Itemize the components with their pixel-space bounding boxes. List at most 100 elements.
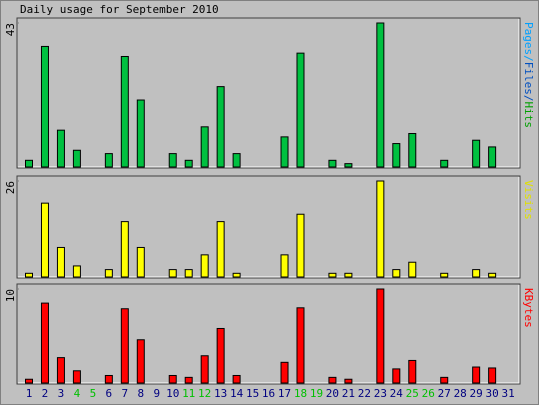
bar	[232, 374, 241, 384]
bar	[440, 376, 449, 384]
label-part: KBytes	[522, 288, 535, 328]
x-tick-label: 8	[137, 387, 144, 400]
bar	[200, 355, 209, 384]
bar	[136, 339, 145, 384]
bar	[120, 221, 129, 278]
bar	[328, 272, 337, 278]
panel-label: Visits	[522, 180, 535, 220]
bar	[200, 254, 209, 278]
panel	[16, 17, 521, 169]
x-tick-label: 1	[26, 387, 33, 400]
bar	[472, 366, 481, 384]
bar	[168, 269, 177, 278]
bar	[216, 327, 225, 384]
x-tick-label: 3	[58, 387, 65, 400]
chart-title: Daily usage for September 2010	[20, 3, 219, 16]
panel-label: Pages/Files/Hits	[522, 22, 535, 128]
bar	[216, 86, 225, 168]
x-tick-label: 18	[294, 387, 307, 400]
bar	[392, 269, 401, 278]
x-tick-label: 10	[166, 387, 179, 400]
bar	[344, 163, 353, 168]
bar	[72, 149, 81, 168]
bar	[296, 52, 305, 168]
bar	[472, 269, 481, 278]
bar	[168, 153, 177, 168]
bar	[344, 272, 353, 278]
x-tick-label: 26	[422, 387, 435, 400]
x-tick-label: 24	[390, 387, 404, 400]
bar	[376, 288, 385, 384]
panel-label: KBytes	[522, 288, 535, 328]
bar	[136, 99, 145, 168]
bar	[40, 45, 49, 168]
bar	[440, 159, 449, 168]
bar	[25, 272, 33, 278]
x-tick-label: 19	[310, 387, 323, 400]
bar	[280, 254, 289, 278]
bar	[472, 139, 481, 168]
x-tick-label: 7	[122, 387, 129, 400]
bar	[200, 126, 209, 168]
bar	[120, 55, 129, 168]
x-tick-label: 16	[262, 387, 275, 400]
bar	[56, 357, 65, 384]
label-part: Files/	[522, 62, 535, 102]
bar	[25, 159, 33, 168]
x-tick-label: 20	[326, 387, 339, 400]
bar	[72, 265, 81, 278]
bar	[392, 368, 401, 384]
bar	[25, 378, 33, 384]
bar	[488, 146, 497, 168]
bar	[408, 133, 417, 168]
bar	[440, 272, 449, 278]
x-tick-label: 6	[106, 387, 113, 400]
bar	[136, 246, 145, 278]
bar	[232, 153, 241, 168]
x-tick-label: 22	[358, 387, 371, 400]
bar	[344, 378, 353, 384]
x-tick-label: 12	[198, 387, 211, 400]
bar	[56, 129, 65, 168]
bar	[232, 272, 241, 278]
x-tick-label: 9	[153, 387, 160, 400]
label-part: Pages/	[522, 22, 535, 62]
bar	[104, 269, 113, 278]
x-tick-label: 5	[90, 387, 97, 400]
bar	[296, 213, 305, 278]
bar	[376, 180, 385, 278]
bar	[328, 376, 337, 384]
x-tick-label: 31	[501, 387, 514, 400]
bar	[280, 136, 289, 168]
bar	[408, 261, 417, 278]
x-tick-label: 27	[438, 387, 451, 400]
bar	[216, 221, 225, 278]
x-tick-label: 2	[42, 387, 49, 400]
bar	[40, 302, 49, 384]
bar	[184, 376, 193, 384]
x-tick-label: 17	[278, 387, 291, 400]
bar	[40, 202, 49, 278]
x-tick-label: 13	[214, 387, 227, 400]
bar	[56, 246, 65, 278]
x-tick-label: 4	[74, 387, 81, 400]
x-tick-label: 11	[182, 387, 195, 400]
x-tick-label: 28	[454, 387, 467, 400]
bar	[120, 308, 129, 384]
bar	[296, 307, 305, 384]
bar	[184, 159, 193, 168]
bar	[72, 370, 81, 384]
x-tick-label: 15	[246, 387, 259, 400]
bar	[376, 22, 385, 168]
panel	[16, 283, 521, 385]
y-max-label: 10	[4, 289, 17, 302]
bar	[328, 159, 337, 168]
x-tick-label: 23	[374, 387, 387, 400]
y-max-label: 26	[4, 181, 17, 194]
bar	[104, 374, 113, 384]
bar	[392, 143, 401, 168]
bar	[488, 367, 497, 384]
x-tick-label: 30	[486, 387, 499, 400]
label-part: Hits	[522, 102, 535, 129]
bar	[488, 272, 497, 278]
